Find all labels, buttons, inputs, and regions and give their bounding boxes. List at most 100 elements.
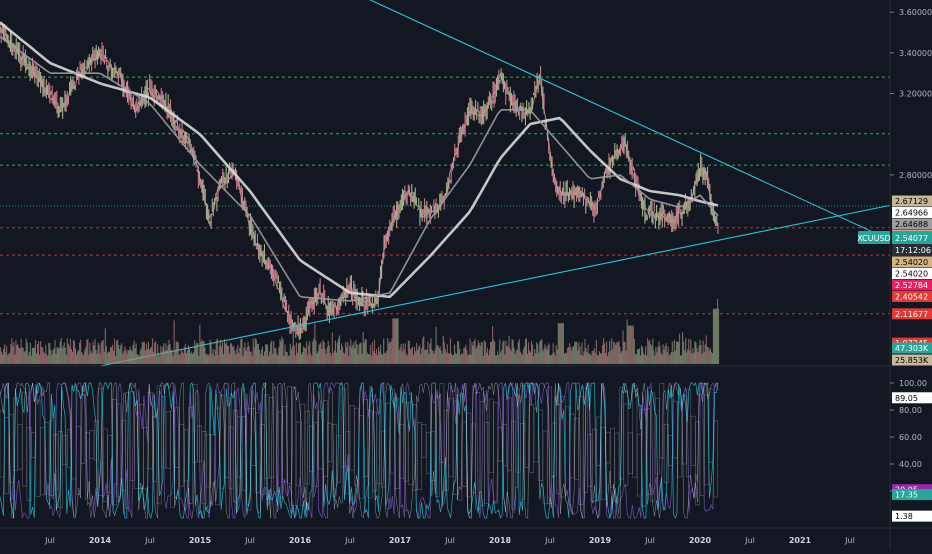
volume-tag[interactable]: 47.303K	[892, 342, 932, 354]
price-tag-bg	[892, 279, 932, 291]
oscillator-band	[58, 431, 63, 508]
volume-bar	[243, 347, 245, 364]
volume-bar	[451, 355, 454, 364]
volume-bar	[36, 344, 39, 364]
volume-bar	[374, 353, 377, 364]
volume-bar	[397, 318, 399, 364]
volume-bar	[373, 339, 375, 364]
volume-bar	[119, 349, 121, 364]
volume-bar	[179, 353, 181, 364]
volume-bar	[679, 355, 682, 364]
price-tag[interactable]: 2.54020	[892, 268, 932, 279]
volume-bar	[38, 341, 40, 364]
volume-bar	[622, 330, 624, 364]
volume-bar	[448, 353, 450, 364]
volume-bar	[347, 341, 349, 364]
volume-bar	[715, 308, 718, 364]
price-line	[0, 29, 719, 335]
oscillator-axis[interactable]: 100.0080.0060.0040.0020.0089.0520.9517.3…	[890, 379, 932, 522]
volume-bar	[659, 345, 661, 364]
symbol-badge[interactable]: XCUUSD	[857, 231, 891, 244]
volume-bar	[335, 352, 337, 364]
volume-bar	[438, 348, 440, 364]
volume-bar	[700, 345, 702, 364]
volume-bar	[571, 350, 573, 364]
volume-bar	[511, 338, 513, 364]
volume-bar	[175, 341, 177, 364]
time-tick-label: Jul	[344, 536, 355, 545]
volume-bar	[522, 349, 524, 364]
price-tag[interactable]: 2.64966	[892, 207, 932, 219]
volume-tag[interactable]: 25.853K	[892, 354, 932, 366]
volume-bar	[155, 340, 157, 364]
volume-bar	[322, 339, 324, 364]
price-tag[interactable]: 2.40542	[892, 291, 932, 302]
volume-bar	[600, 353, 603, 364]
volume-bar	[255, 339, 257, 364]
volume-bar	[575, 342, 577, 364]
volume-bar	[261, 346, 264, 364]
volume-bar	[598, 351, 600, 364]
volume-bar	[480, 342, 482, 364]
volume-bar	[462, 353, 464, 364]
volume-bar	[490, 342, 493, 364]
volume-bar	[234, 350, 236, 364]
trendline-1[interactable]	[99, 204, 891, 367]
osc-tag[interactable]: 17.35	[892, 489, 932, 501]
osc-tag[interactable]: 1.38	[892, 510, 932, 522]
volume-bar	[497, 351, 499, 364]
volume-bar	[375, 349, 378, 364]
volume-bar	[658, 341, 660, 364]
price-tag[interactable]: 2.11677	[892, 308, 932, 320]
volume-bar	[141, 341, 143, 364]
volume-bar	[587, 344, 589, 364]
volume-bar	[437, 345, 439, 364]
volume-bar	[353, 341, 355, 364]
price-tag-label: 2.54020	[895, 270, 928, 279]
volume-bar	[115, 355, 117, 364]
volume-bar	[442, 335, 444, 364]
volume-bar	[32, 347, 34, 364]
volume-bar	[534, 349, 536, 364]
volume-bar	[447, 353, 449, 364]
volume-bar	[256, 343, 258, 364]
volume-bar	[460, 355, 462, 364]
volume-bar	[169, 343, 171, 364]
volume-bar	[138, 355, 140, 364]
osc-tag[interactable]: 89.05	[892, 392, 932, 404]
price-tag[interactable]: 2.52784	[892, 279, 932, 291]
volume-bar	[291, 346, 293, 364]
volume-bar	[90, 351, 92, 364]
volume-bar	[510, 351, 512, 364]
trendline-0[interactable]	[300, 0, 891, 241]
volume-bar	[574, 341, 576, 364]
volume-bar	[705, 335, 707, 364]
volume-bar	[548, 343, 550, 364]
price-tag[interactable]: 2.64688	[892, 218, 932, 230]
volume-bar	[159, 355, 161, 364]
volume-bar	[423, 336, 425, 364]
volume-bar	[220, 346, 222, 364]
volume-bar	[514, 353, 516, 364]
price-tag[interactable]: 2.67129	[892, 195, 932, 207]
volume-bar	[435, 326, 437, 364]
volume-bar	[678, 333, 681, 364]
price-tag[interactable]: 2.54020	[892, 256, 932, 268]
volume-bar	[249, 351, 251, 364]
volume-bar	[87, 338, 89, 364]
volume-bar	[241, 338, 243, 364]
volume-bar	[562, 323, 564, 364]
volume-bar	[714, 308, 717, 364]
time-axis[interactable]: Jul 2014 Jul 2015 Jul 2016 Jul 2017 Jul 2018 Jul 20…	[44, 536, 855, 545]
volume-bar	[173, 320, 175, 364]
volume-bar	[177, 342, 179, 364]
volume-bar	[275, 348, 277, 364]
volume-bar	[371, 342, 373, 364]
price-axis[interactable]: 3.60000 3.40000 3.20000 2.80000 2.67129 2.649…	[890, 8, 932, 366]
volume-bar	[306, 341, 308, 364]
volume-bar	[675, 341, 677, 364]
volume-bar	[445, 352, 447, 364]
volume-bar	[603, 343, 606, 364]
volume-bar	[425, 349, 427, 364]
volume-bar	[53, 348, 55, 364]
